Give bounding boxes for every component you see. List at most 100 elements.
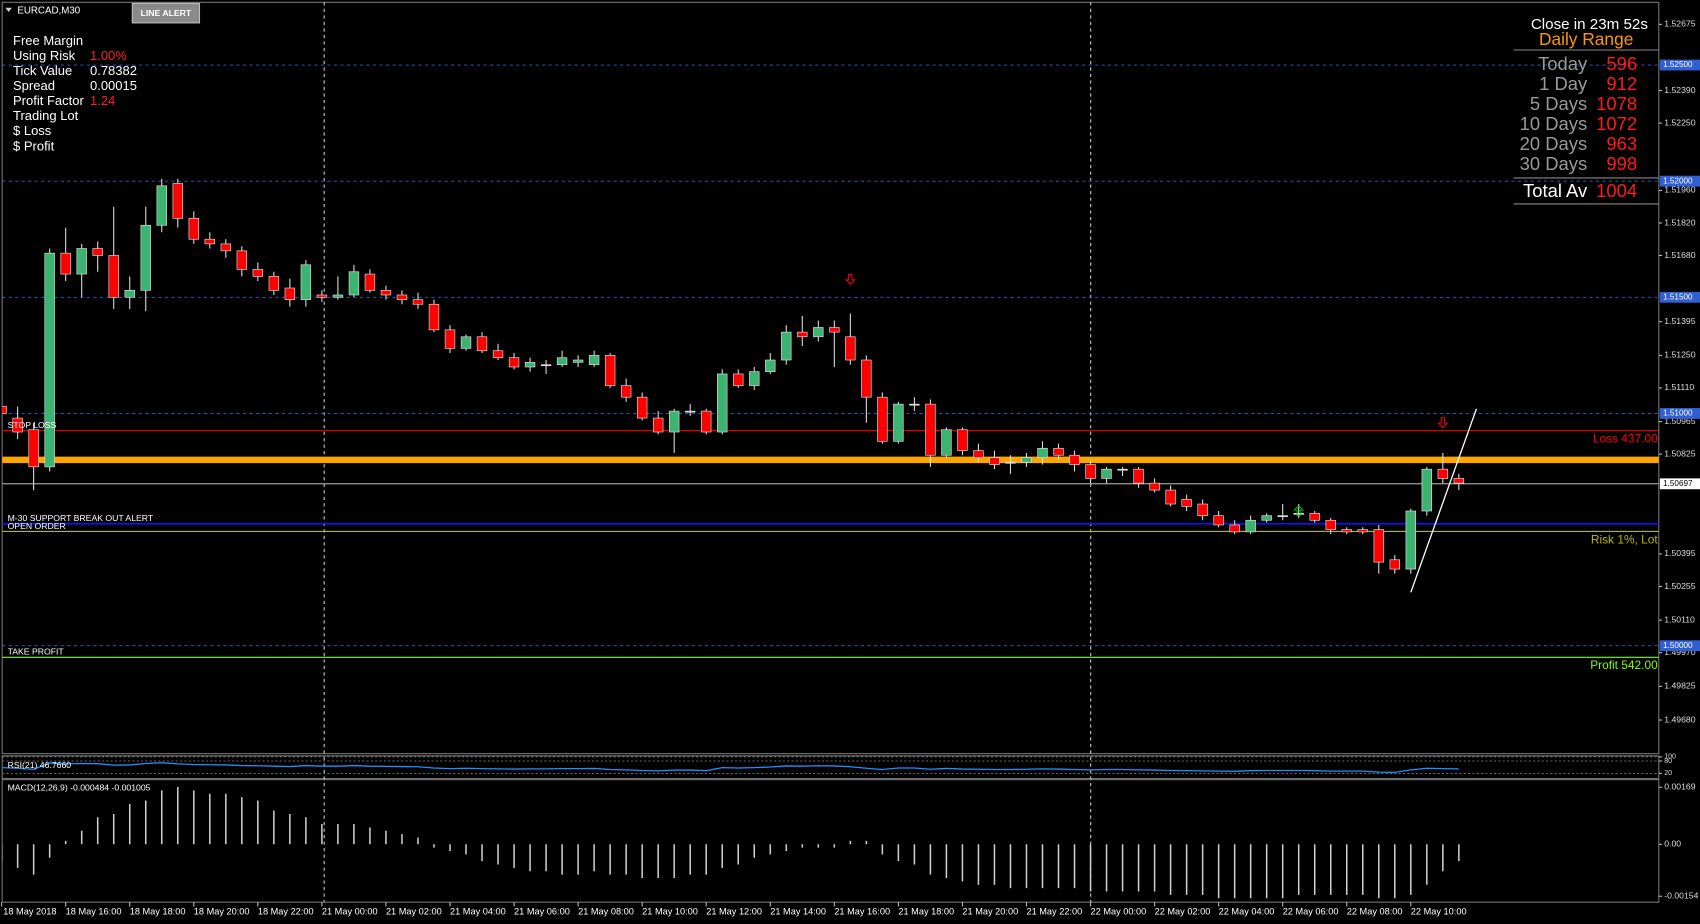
x-tick-label: 21 May 12:00 bbox=[706, 906, 762, 916]
candle-body bbox=[28, 429, 39, 468]
candle-body bbox=[460, 336, 472, 349]
candle-body bbox=[284, 287, 296, 300]
x-tick-label: 21 May 06:00 bbox=[514, 906, 570, 916]
candle-body bbox=[476, 336, 488, 352]
candle-body bbox=[92, 248, 103, 256]
signal-arrow bbox=[1437, 417, 1449, 429]
candle-body bbox=[252, 269, 264, 277]
candle-body bbox=[909, 403, 920, 406]
candle-body bbox=[877, 396, 888, 442]
macd-title: MACD(12,26,9) -0.000484 -0.001005 bbox=[8, 783, 151, 793]
candle-body bbox=[492, 350, 504, 359]
level-label: 1.50000 bbox=[1663, 641, 1693, 650]
candle-body bbox=[556, 357, 568, 365]
candle-body bbox=[1117, 468, 1128, 471]
x-tick-label: 18 May 22:00 bbox=[258, 906, 314, 916]
x-tick-label: 21 May 02:00 bbox=[386, 906, 442, 916]
line-alert-button-label[interactable]: LINE ALERT bbox=[141, 8, 192, 18]
info-label: $ Loss bbox=[13, 123, 52, 138]
x-tick-label: 18 May 18:00 bbox=[130, 906, 186, 916]
candle-body bbox=[204, 238, 216, 245]
candle-body bbox=[12, 417, 23, 433]
range-value: 596 bbox=[1606, 53, 1637, 74]
x-tick-label: 22 May 06:00 bbox=[1283, 906, 1339, 916]
candle-body bbox=[1341, 529, 1352, 533]
x-tick-label: 21 May 00:00 bbox=[322, 906, 378, 916]
y-tick-label: 20 bbox=[1664, 770, 1672, 777]
y-tick-label: 1.51960 bbox=[1664, 185, 1695, 195]
x-tick-label: 21 May 20:00 bbox=[962, 906, 1018, 916]
order-line-value: Risk 1%, Lot bbox=[1591, 532, 1659, 546]
x-tick-label: 22 May 10:00 bbox=[1411, 906, 1467, 916]
candle-body bbox=[428, 303, 440, 331]
candle-body bbox=[1389, 559, 1400, 570]
main-panel-frame bbox=[1, 1, 1660, 755]
candle-body bbox=[140, 224, 151, 291]
candle-body bbox=[268, 276, 280, 291]
y-tick-label: 1.50395 bbox=[1664, 548, 1695, 558]
range-value: 912 bbox=[1606, 73, 1637, 94]
candle-body bbox=[1069, 454, 1080, 465]
candle-body bbox=[717, 373, 728, 433]
x-tick-label: 21 May 04:00 bbox=[450, 906, 506, 916]
x-tick-label: 21 May 10:00 bbox=[642, 906, 698, 916]
candle-body bbox=[668, 410, 680, 433]
level-label: 1.51500 bbox=[1663, 292, 1693, 301]
x-tick-label: 22 May 02:00 bbox=[1155, 906, 1211, 916]
order-line-value: Loss 437.00 bbox=[1593, 431, 1658, 445]
y-tick-label: -0.00154 bbox=[1664, 891, 1698, 901]
candle-body bbox=[332, 294, 344, 298]
candle-body bbox=[813, 327, 824, 338]
trend-line bbox=[1410, 408, 1478, 593]
y-tick-label: 80 bbox=[1664, 758, 1672, 765]
level-label-box bbox=[1659, 291, 1700, 303]
y-tick-label: 1.51820 bbox=[1664, 217, 1695, 227]
range-value: 998 bbox=[1606, 153, 1637, 174]
range-label: 1 Day bbox=[1539, 73, 1588, 94]
candle-body bbox=[1101, 468, 1112, 479]
candle-body bbox=[1037, 447, 1048, 458]
candle-body bbox=[156, 185, 167, 226]
y-tick-label: 1.50110 bbox=[1664, 614, 1695, 624]
x-tick-label: 18 May 20:00 bbox=[194, 906, 250, 916]
y-tick-label: 1.51395 bbox=[1664, 316, 1695, 326]
candle-body bbox=[1197, 503, 1208, 516]
level-label-box bbox=[1659, 175, 1700, 187]
info-label: Free Margin bbox=[13, 33, 83, 48]
candle-body bbox=[684, 410, 696, 413]
candle-body bbox=[941, 429, 952, 456]
y-tick-label: 100 bbox=[1664, 754, 1676, 761]
candle-body bbox=[380, 290, 392, 296]
candle-body bbox=[1213, 515, 1224, 526]
level-label: 1.52000 bbox=[1663, 176, 1693, 185]
candle-body bbox=[733, 373, 744, 386]
x-tick-label: 22 May 04:00 bbox=[1219, 906, 1275, 916]
candle-body bbox=[1277, 515, 1288, 518]
candle-body bbox=[412, 299, 424, 305]
y-tick-label: 1.49970 bbox=[1664, 647, 1695, 657]
line-alert-button[interactable] bbox=[131, 2, 201, 24]
x-tick-label: 21 May 14:00 bbox=[770, 906, 826, 916]
range-label: 20 Days bbox=[1520, 133, 1588, 154]
candle-body bbox=[652, 417, 664, 433]
candle-body bbox=[1005, 461, 1016, 464]
candle-body bbox=[1085, 464, 1096, 479]
level-label: 1.52500 bbox=[1663, 60, 1693, 69]
range-total-value: 1004 bbox=[1596, 180, 1637, 201]
signal-arrow bbox=[1293, 505, 1305, 516]
order-line-name: OPEN ORDER bbox=[8, 521, 66, 531]
chart-title: EURCAD,M30 bbox=[17, 6, 80, 17]
current-price-box bbox=[1659, 478, 1700, 490]
x-tick-label: 21 May 08:00 bbox=[578, 906, 634, 916]
candle-body bbox=[188, 217, 199, 240]
bar-timer: Close in 23m 52s bbox=[1531, 16, 1649, 33]
candle-body bbox=[540, 364, 552, 367]
info-value: 1.24 bbox=[90, 93, 115, 108]
candle-body bbox=[1357, 529, 1368, 533]
candle-body bbox=[636, 396, 648, 419]
x-tick-label: 22 May 08:00 bbox=[1347, 906, 1403, 916]
info-label: Tick Value bbox=[13, 63, 72, 78]
rsi-line bbox=[2, 762, 1459, 773]
